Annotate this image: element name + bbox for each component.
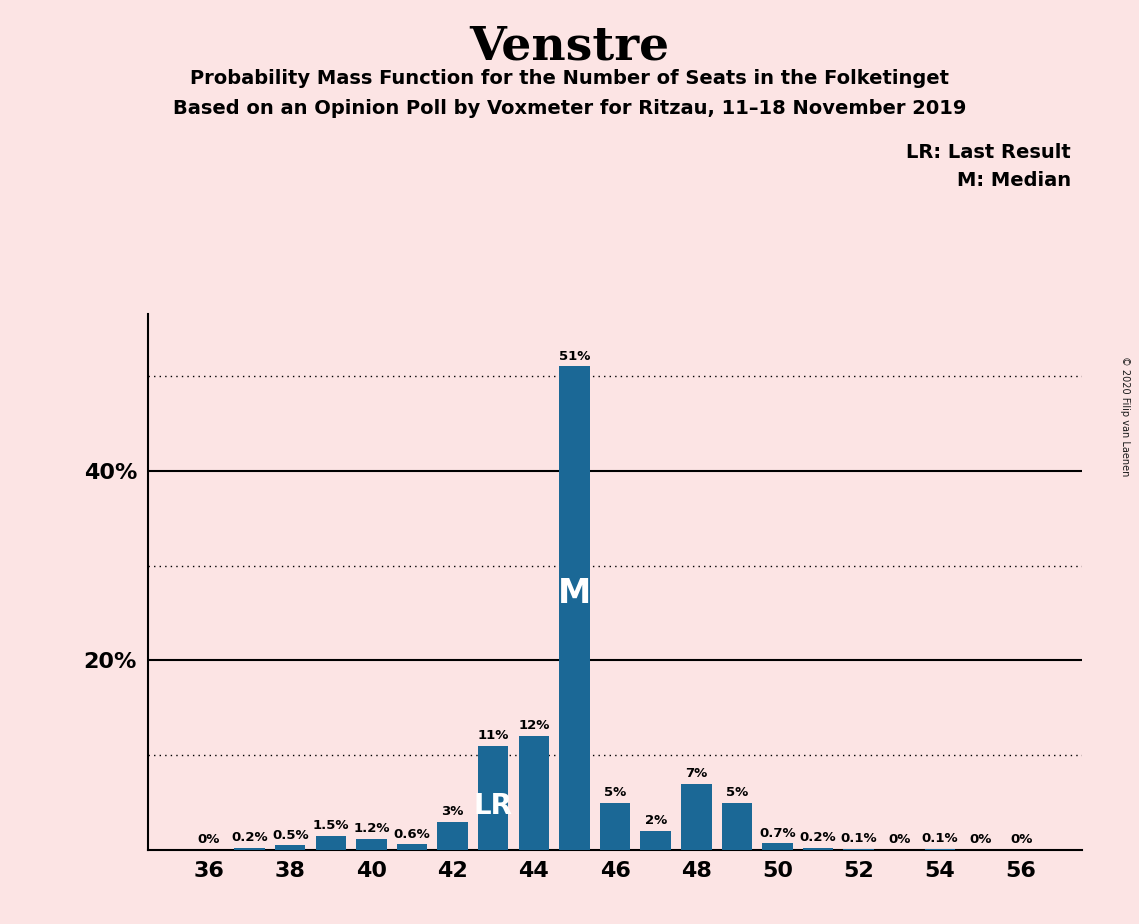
Bar [316,836,346,850]
Text: 0.2%: 0.2% [231,832,268,845]
Text: 7%: 7% [686,767,707,780]
Text: 12%: 12% [518,720,549,733]
Bar [235,848,264,850]
Text: 0.6%: 0.6% [394,828,431,841]
Text: 0%: 0% [1010,833,1032,846]
Bar [518,736,549,850]
Bar [600,803,630,850]
Text: 0.1%: 0.1% [921,833,958,845]
Text: 1.2%: 1.2% [353,822,390,835]
Text: LR: Last Result: LR: Last Result [906,143,1071,163]
Text: 5%: 5% [726,785,748,799]
Text: 5%: 5% [604,785,626,799]
Bar [681,784,712,850]
Text: 0.1%: 0.1% [841,833,877,845]
Text: 0.5%: 0.5% [272,829,309,842]
Text: 51%: 51% [559,349,590,362]
Text: 2%: 2% [645,814,666,827]
Text: 0.2%: 0.2% [800,832,836,845]
Text: Based on an Opinion Poll by Voxmeter for Ritzau, 11–18 November 2019: Based on an Opinion Poll by Voxmeter for… [173,99,966,118]
Text: M: Median: M: Median [957,171,1071,190]
Text: 11%: 11% [477,729,509,742]
Bar [640,831,671,850]
Text: © 2020 Filip van Laenen: © 2020 Filip van Laenen [1121,356,1130,476]
Bar [844,849,874,850]
Text: 0.7%: 0.7% [760,827,796,840]
Text: Venstre: Venstre [469,23,670,69]
Bar [925,849,956,850]
Bar [722,803,752,850]
Bar [274,845,305,850]
Text: Probability Mass Function for the Number of Seats in the Folketinget: Probability Mass Function for the Number… [190,69,949,89]
Text: 0%: 0% [888,833,910,846]
Bar [803,848,834,850]
Bar [437,821,468,850]
Bar [559,366,590,850]
Text: 1.5%: 1.5% [312,819,349,832]
Text: 3%: 3% [442,805,464,818]
Text: 0%: 0% [969,833,992,846]
Bar [478,746,508,850]
Bar [762,844,793,850]
Text: LR: LR [474,792,513,821]
Text: 0%: 0% [198,833,220,846]
Text: M: M [558,578,591,610]
Bar [396,845,427,850]
Bar [357,839,386,850]
